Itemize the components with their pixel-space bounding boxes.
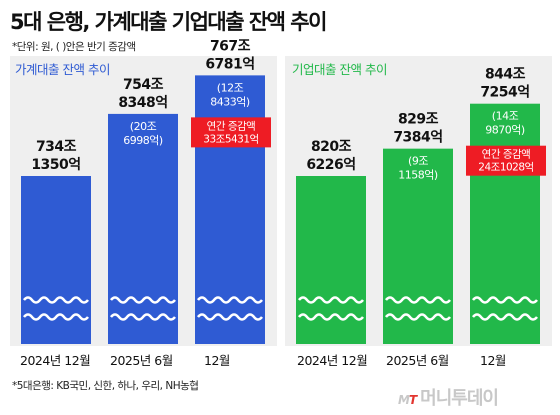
change-label-corporate-d2025: (14조 [492,110,519,123]
bar-corporate-j2025 [383,148,453,344]
bar-corporate-d2025 [470,103,540,345]
x-label-corporate-2024-12: 2024년 12월 [297,353,368,368]
x-label-corporate-2025-12: 12월 [480,353,506,368]
x-label-household-2024-12: 2024년 12월 [20,353,91,368]
axis-break-wave [384,296,452,304]
value-label-household-d2024: 734조 [36,139,77,155]
footnote: *5대은행: KB국민, 신한, 하나, 우리, NH농협 [12,380,199,392]
unit-note: *단위: 원, ( )안은 반기 증감액 [12,41,136,53]
value-label-corporate-d2025: 844조 [485,67,526,83]
value-label-household-j2025: 8348억 [118,95,167,111]
value-label-corporate-j2025: 7384억 [393,130,442,146]
bar-household-d2025 [195,75,265,344]
axis-break-wave [471,313,539,321]
x-label-household-2025-12: 12월 [204,353,230,368]
change-label-corporate-j2025: 1158억) [398,169,438,182]
axis-break-wave [196,313,264,321]
change-label-household-d2025: 8433억) [210,95,250,108]
money-today-logo: MT 머니투데이 [398,388,499,409]
change-label-household-d2025: (12조 [217,81,244,94]
value-label-household-d2025: 767조 [210,38,251,54]
mt-mark: MT [398,393,417,407]
value-label-corporate-d2024: 820조 [311,139,352,155]
value-label-household-d2024: 1350억 [31,157,80,173]
axis-break-wave [297,296,365,304]
axis-break-wave [109,296,177,304]
annual-change-label-household: 연간 증감액 [207,120,256,132]
axis-break-wave [196,296,264,304]
change-label-corporate-d2025: 9870억) [485,124,525,137]
value-label-household-d2025: 6781억 [205,56,254,72]
corporate-panel-title: 기업대출 잔액 추이 [292,62,387,77]
annual-change-value-corporate: 24조1028억 [478,162,533,174]
household-panel-title: 가계대출 잔액 추이 [15,62,110,77]
x-label-household-2025-06: 2025년 6월 [110,353,173,368]
change-label-household-j2025: 6998억) [123,134,163,147]
annual-change-box-corporate [466,145,546,176]
x-label-corporate-2025-06: 2025년 6월 [386,353,449,368]
bar-household-j2025 [108,113,178,344]
axis-break-wave [384,313,452,321]
annual-change-box-household [191,117,271,148]
value-label-corporate-j2025: 829조 [398,112,439,128]
axis-break-wave [22,313,90,321]
change-label-corporate-j2025: (9조 [408,155,428,168]
axis-break-wave [109,313,177,321]
value-label-corporate-d2025: 7254억 [480,85,529,101]
axis-break-wave [471,296,539,304]
annual-change-value-household: 33조5431억 [203,133,258,145]
axis-break-wave [297,313,365,321]
annual-change-label-corporate: 연간 증감액 [482,149,531,161]
value-label-corporate-d2024: 6226억 [306,157,355,173]
value-label-household-j2025: 754조 [123,77,164,93]
axis-break-wave [22,296,90,304]
chart-title: 5대 은행, 가계대출 기업대출 잔액 추이 [10,10,327,34]
change-label-household-j2025: (20조 [130,120,157,133]
